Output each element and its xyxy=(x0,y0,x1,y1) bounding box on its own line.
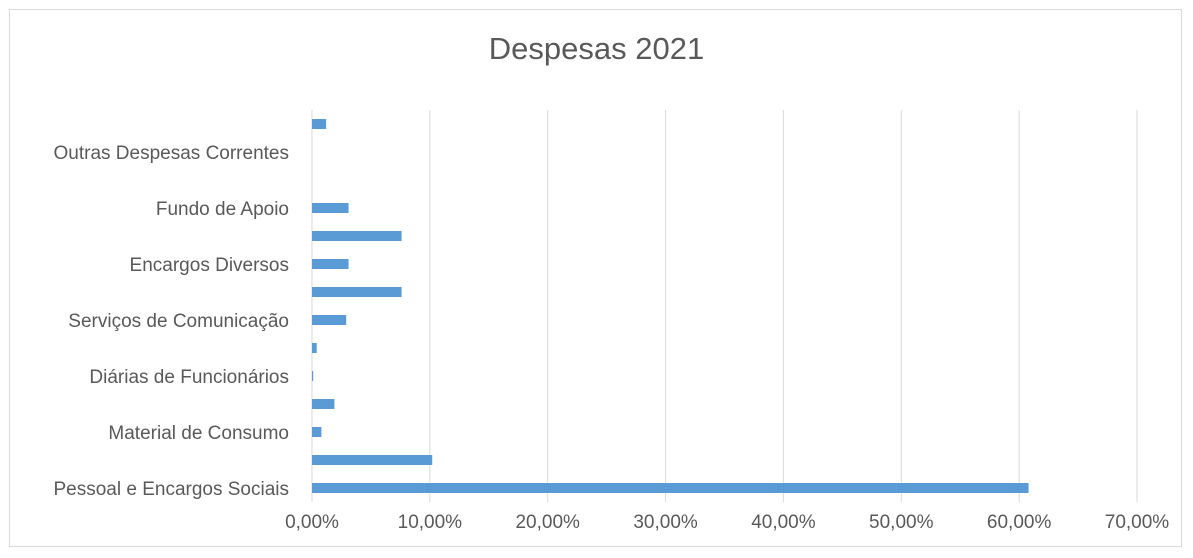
x-axis-tick-labels: 0,00% 10,00% 20,00% 30,00% 40,00% 50,00% 60,00… xyxy=(285,512,1169,533)
x-tick-label: 30,00% xyxy=(633,512,698,533)
x-tick-label: 60,00% xyxy=(987,512,1052,533)
category-label: Diárias de Funcionários xyxy=(89,367,289,388)
category-label: Pessoal e Encargos Sociais xyxy=(53,479,289,500)
bar xyxy=(312,315,347,325)
bar xyxy=(312,259,349,269)
bar xyxy=(312,231,402,241)
category-label: Outras Despesas Correntes xyxy=(54,143,290,164)
x-tick-label: 0,00% xyxy=(285,512,339,533)
bar xyxy=(312,287,402,297)
category-label: Serviços de Comunicação xyxy=(68,311,289,332)
x-tick-label: 70,00% xyxy=(1105,512,1170,533)
x-tick-label: 20,00% xyxy=(515,512,580,533)
category-label: Encargos Diversos xyxy=(130,255,289,276)
bar xyxy=(312,119,327,129)
bar xyxy=(312,203,349,213)
bar xyxy=(312,483,1029,493)
chart-frame xyxy=(9,9,1182,547)
x-tick-label: 40,00% xyxy=(751,512,816,533)
chart-title: Despesas 2021 xyxy=(488,31,705,66)
category-label: Material de Consumo xyxy=(108,423,289,444)
x-tick-label: 50,00% xyxy=(869,512,934,533)
bar xyxy=(312,371,314,381)
bar xyxy=(312,427,322,437)
category-labels: Pessoal e Encargos Sociais Material de Co… xyxy=(53,143,289,500)
bar xyxy=(312,343,317,353)
category-label: Fundo de Apoio xyxy=(156,199,289,220)
bar xyxy=(312,455,433,465)
x-tick-label: 10,00% xyxy=(398,512,463,533)
gridlines xyxy=(311,110,1138,502)
bars xyxy=(312,119,1029,493)
bar xyxy=(312,399,335,409)
